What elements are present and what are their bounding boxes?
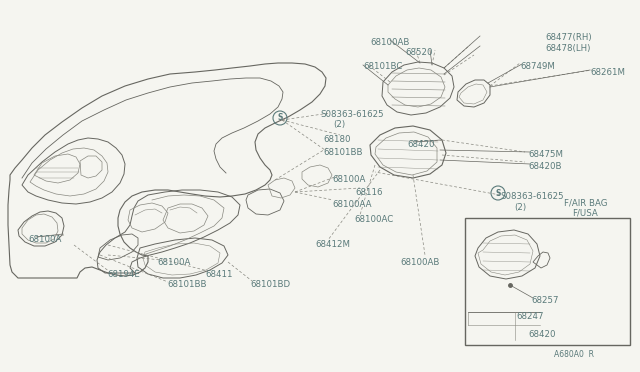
Text: 68100AC: 68100AC — [354, 215, 393, 224]
Text: A680A0  R: A680A0 R — [554, 350, 594, 359]
Text: 68101BB: 68101BB — [323, 148, 362, 157]
Text: 68194E: 68194E — [107, 270, 140, 279]
Text: 68412M: 68412M — [315, 240, 350, 249]
Text: 68247: 68247 — [516, 312, 543, 321]
Text: 68101BD: 68101BD — [250, 280, 290, 289]
Text: 68101BB: 68101BB — [167, 280, 207, 289]
Text: 68261M: 68261M — [590, 68, 625, 77]
Text: 68100AB: 68100AB — [400, 258, 440, 267]
Text: (2): (2) — [514, 203, 526, 212]
Text: 68420: 68420 — [528, 330, 556, 339]
Text: 68101BC: 68101BC — [363, 62, 403, 71]
Text: S: S — [277, 113, 283, 122]
Text: 68116: 68116 — [355, 188, 383, 197]
Text: S08363-61625: S08363-61625 — [320, 110, 383, 119]
Text: F/AIR BAG: F/AIR BAG — [564, 198, 607, 207]
Text: 68100A: 68100A — [332, 175, 365, 184]
Text: 68520: 68520 — [405, 48, 433, 57]
Text: 68477(RH): 68477(RH) — [545, 33, 591, 42]
Text: 68420B: 68420B — [528, 162, 561, 171]
Text: 68478(LH): 68478(LH) — [545, 44, 590, 53]
Text: 68749M: 68749M — [520, 62, 555, 71]
Text: F/USA: F/USA — [572, 209, 598, 218]
Text: 68420: 68420 — [407, 140, 435, 149]
Bar — [465, 218, 630, 345]
Text: 68180: 68180 — [323, 135, 351, 144]
Text: 68100A: 68100A — [157, 258, 190, 267]
Text: (2): (2) — [333, 120, 345, 129]
Text: 68100A: 68100A — [28, 235, 61, 244]
Text: S08363-61625: S08363-61625 — [500, 192, 564, 201]
Text: 68100AA: 68100AA — [332, 200, 371, 209]
Text: 68257: 68257 — [531, 296, 559, 305]
Text: 68475M: 68475M — [528, 150, 563, 159]
Text: 68411: 68411 — [205, 270, 232, 279]
Text: S: S — [495, 189, 500, 198]
Text: 68100AB: 68100AB — [370, 38, 410, 47]
